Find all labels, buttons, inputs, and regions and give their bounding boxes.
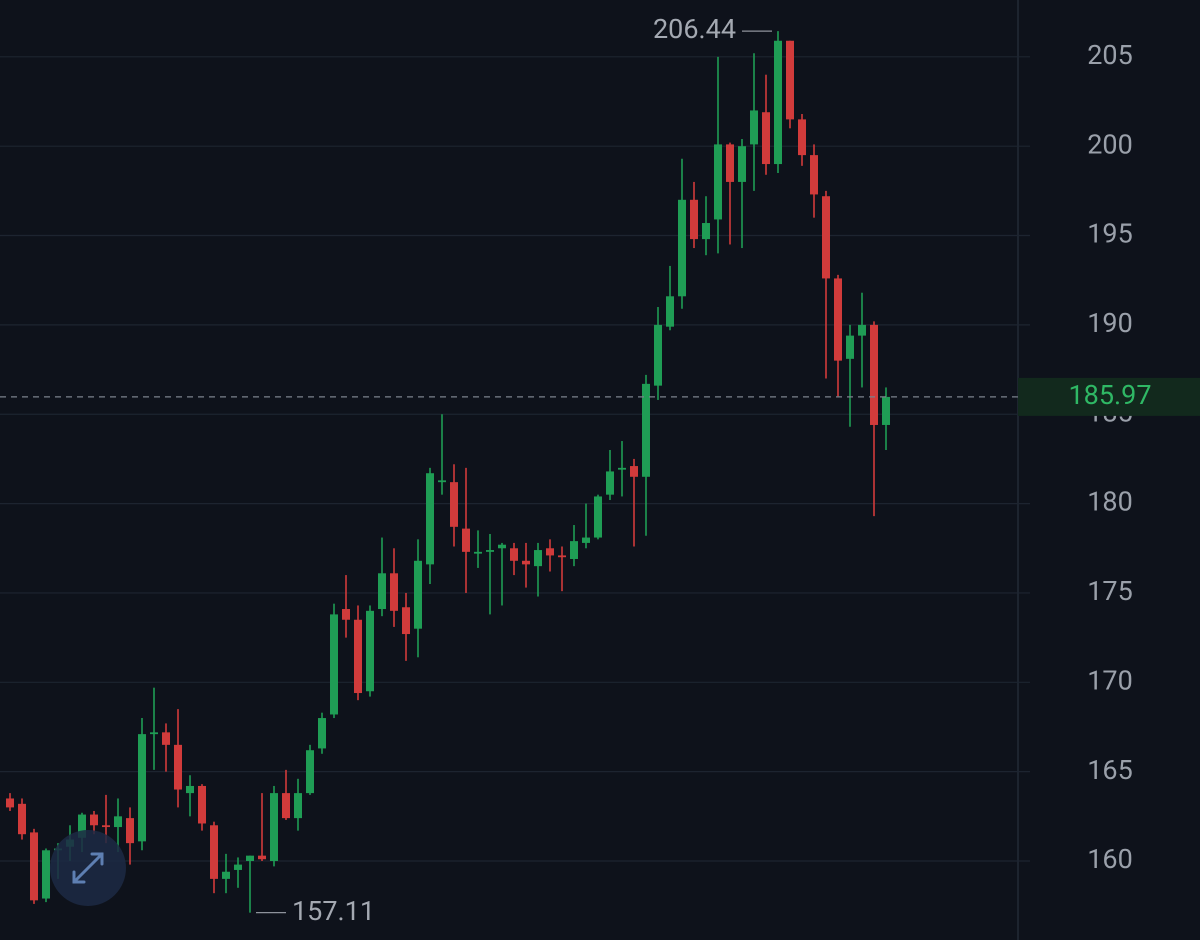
candle-body xyxy=(42,850,50,899)
candle-body xyxy=(270,793,278,862)
y-tick-label: 170 xyxy=(1087,664,1133,696)
last-price-label: 185.97 xyxy=(1069,379,1152,411)
annotation: 157.11 xyxy=(292,895,375,927)
candle-body xyxy=(450,482,458,527)
grid: 160165170175180185190195200205 xyxy=(0,39,1133,875)
overlay: 206.44 157.11 185.97 xyxy=(0,13,1200,927)
candle-body xyxy=(606,471,614,495)
expand-button[interactable] xyxy=(50,830,126,906)
candle-body xyxy=(726,144,734,182)
y-tick-label: 175 xyxy=(1087,575,1133,607)
last-price-box xyxy=(1018,377,1200,416)
candle-body xyxy=(690,199,698,240)
candle-body xyxy=(210,825,218,879)
candle-body xyxy=(318,718,326,749)
y-tick-label: 195 xyxy=(1087,218,1133,250)
candle-body xyxy=(498,544,506,549)
y-tick-label: 205 xyxy=(1087,39,1133,71)
candle-body xyxy=(522,560,530,565)
candle-body xyxy=(738,146,746,182)
candles xyxy=(6,31,890,913)
candle-body xyxy=(750,110,758,145)
candle-body xyxy=(654,324,662,386)
candle-body xyxy=(546,548,554,556)
candle-body xyxy=(810,155,818,195)
candle-body xyxy=(666,296,674,327)
candle-body xyxy=(114,816,122,828)
candle-body xyxy=(30,832,38,901)
candle-body xyxy=(714,144,722,220)
candle-body xyxy=(702,223,710,240)
candle-body xyxy=(150,732,158,735)
candle-body xyxy=(882,396,890,425)
candle-body xyxy=(234,864,242,870)
expand-icon xyxy=(72,852,104,884)
candle-body xyxy=(774,40,782,165)
candle-body xyxy=(18,803,26,835)
candle-body xyxy=(402,607,410,635)
candle-body xyxy=(438,480,446,483)
candle-body xyxy=(414,560,422,629)
candle-body xyxy=(138,734,146,842)
candle-body xyxy=(594,496,602,538)
candle-body xyxy=(426,473,434,565)
candle-body xyxy=(642,383,650,477)
candle-body xyxy=(378,573,386,610)
candle-body xyxy=(390,573,398,611)
candle-body xyxy=(798,119,806,156)
candle-body xyxy=(834,278,842,361)
candle-body xyxy=(222,871,230,879)
candle-body xyxy=(258,855,266,860)
candle-body xyxy=(678,199,686,297)
candle-body xyxy=(618,467,626,470)
candle-body xyxy=(474,551,482,554)
candle-body xyxy=(630,466,638,477)
candle-body xyxy=(186,785,194,794)
candle-body xyxy=(282,793,290,819)
y-tick-label: 180 xyxy=(1087,486,1133,518)
annotation: 206.44 xyxy=(653,13,736,45)
candle-body xyxy=(6,798,14,808)
candle-body xyxy=(462,528,470,552)
candle-body xyxy=(366,610,374,692)
candle-body xyxy=(570,541,578,559)
candle-body xyxy=(582,537,590,543)
candle-body xyxy=(90,814,98,826)
y-tick-label: 165 xyxy=(1087,754,1133,786)
candle-body xyxy=(486,550,494,552)
y-tick-label: 160 xyxy=(1087,843,1133,875)
candle-body xyxy=(870,324,878,425)
candle-body xyxy=(162,732,170,745)
candle-body xyxy=(174,744,182,790)
candle-body xyxy=(342,609,350,620)
candle-body xyxy=(78,814,86,838)
candle-body xyxy=(846,335,854,359)
candle-body xyxy=(786,40,794,120)
candle-body xyxy=(822,196,830,279)
candle-body xyxy=(246,855,254,862)
candle-body xyxy=(534,550,542,567)
y-tick-label: 200 xyxy=(1087,128,1133,160)
candle-body xyxy=(102,825,110,828)
candle-body xyxy=(510,548,518,561)
candle-body xyxy=(126,818,134,844)
candle-body xyxy=(354,619,362,694)
candle-body xyxy=(558,555,566,558)
candle-body xyxy=(198,785,206,824)
y-tick-label: 190 xyxy=(1087,307,1133,339)
candle-body xyxy=(306,750,314,794)
candle-body xyxy=(858,324,866,336)
candle-body xyxy=(330,614,338,715)
candle-body xyxy=(762,112,770,165)
candle-body xyxy=(294,793,302,819)
